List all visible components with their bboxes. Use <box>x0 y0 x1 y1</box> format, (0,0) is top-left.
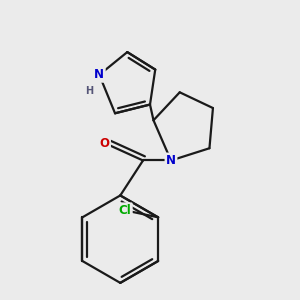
Text: N: N <box>94 68 104 81</box>
Text: N: N <box>166 154 176 167</box>
Text: Cl: Cl <box>118 204 131 217</box>
Text: O: O <box>100 136 110 149</box>
Text: H: H <box>85 85 93 96</box>
